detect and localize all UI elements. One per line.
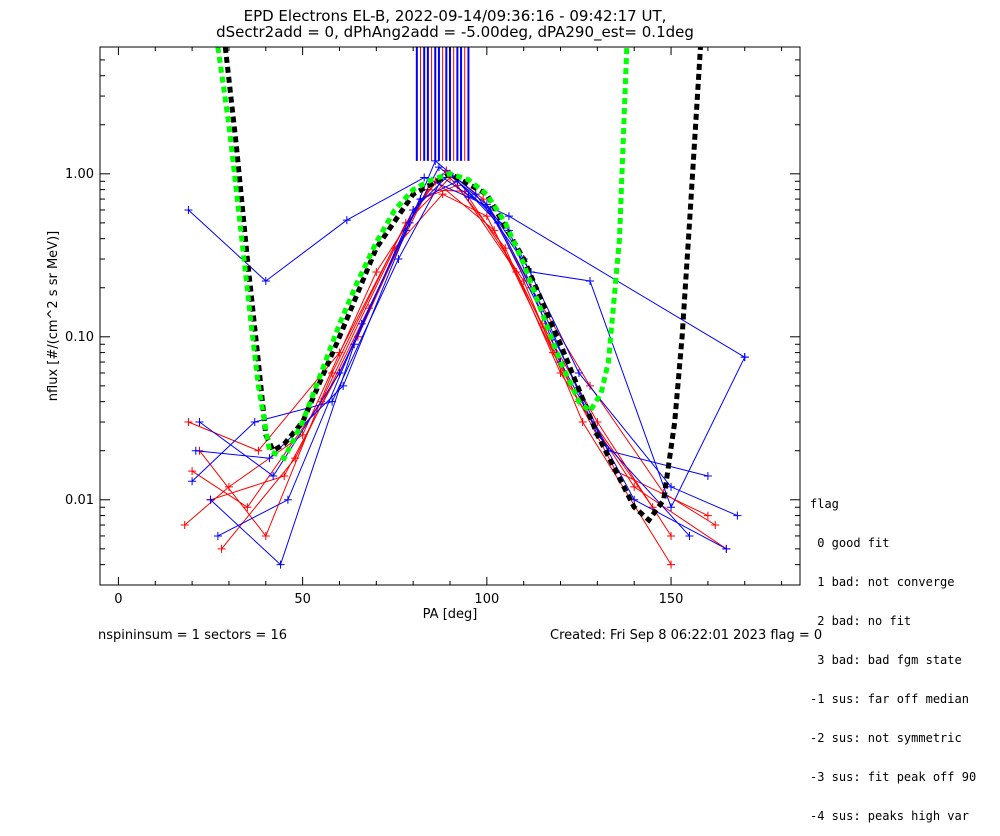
red-series-point (188, 467, 197, 476)
x-tick-label: 0 (114, 592, 122, 607)
x-tick-label: 100 (474, 592, 499, 607)
blue-series-point (471, 190, 480, 199)
red-series-point (586, 381, 594, 390)
flag-legend-item: 0 good fit (810, 536, 890, 550)
blue-series-point (184, 205, 193, 214)
footer-sector-info: nspininsum = 1 sectors = 16 (98, 628, 287, 643)
x-tick-label: 150 (659, 592, 684, 607)
flag-legend: flag 0 good fit 1 bad: not converge 2 ba… (810, 472, 976, 836)
blue-series-point (188, 477, 197, 486)
red-series-point (667, 531, 676, 540)
blue-series-point (667, 482, 676, 491)
blue-series-line (217, 180, 727, 550)
flag-legend-title: flag (810, 497, 839, 511)
red-series-point (184, 418, 193, 427)
blue-series-line (199, 166, 738, 517)
blue-series-point (339, 381, 348, 390)
footer-created-info: Created: Fri Sep 8 06:22:01 2023 flag = … (550, 628, 823, 643)
red-series-point (254, 446, 263, 455)
red-series-point (711, 521, 720, 530)
blue-series-point (431, 156, 440, 165)
red-series-point (217, 544, 226, 553)
red-series-point (438, 190, 447, 199)
red-series-point (280, 471, 289, 480)
red-series-point (482, 212, 491, 221)
fit-curve-black (222, 47, 703, 524)
red-series-point (328, 368, 337, 377)
blue-series-point (269, 471, 278, 480)
flag-legend-item: 1 bad: not converge (810, 575, 955, 589)
red-series-point (224, 482, 233, 491)
blue-series-point (703, 471, 712, 480)
red-series-line (210, 184, 654, 508)
blue-series-point (685, 531, 694, 540)
red-series-point (261, 531, 270, 540)
blue-series-point (357, 319, 366, 328)
red-series-line (191, 193, 672, 537)
blue-series-point (740, 353, 749, 362)
plot-area (180, 47, 749, 569)
flag-legend-item: -4 sus: peaks high var (810, 809, 969, 823)
red-series-point (243, 503, 252, 512)
blue-series-point (261, 276, 270, 285)
blue-series-point (276, 560, 285, 569)
red-series-line (199, 176, 727, 550)
blue-series-point (342, 216, 351, 225)
blue-series-point (405, 218, 414, 227)
blue-series-point (250, 418, 259, 427)
red-series-point (335, 348, 344, 357)
flag-legend-item: 2 bad: no fit (810, 614, 912, 628)
red-series-point (703, 511, 712, 520)
flag-legend-item: 3 bad: bad fgm state (810, 653, 962, 667)
blue-series-point (574, 368, 583, 377)
flag-legend-item: -2 sus: not symmetric (810, 731, 962, 745)
blue-series-line (191, 176, 709, 482)
blue-series-point (191, 446, 200, 455)
red-series-point (372, 267, 381, 276)
axes: 0 50 100 150 0.01 0.10 1.00 (65, 46, 800, 607)
flag-legend-item: -1 sus: far off median (810, 692, 969, 706)
y-tick-label: 1.00 (65, 167, 94, 182)
blue-series-point (206, 495, 215, 504)
red-series-point (578, 418, 587, 427)
y-tick-label: 0.10 (65, 330, 94, 345)
blue-series-point (733, 511, 742, 520)
blue-series-point (265, 454, 274, 463)
chart-title-line2: dSectr2add = 0, dPhAng2add = -5.00deg, d… (216, 23, 694, 41)
y-tick-label: 0.01 (65, 493, 94, 508)
y-axis-label: nflux [#/(cm^2 s sr MeV)] (46, 231, 61, 401)
blue-series-point (667, 503, 676, 512)
pitch-angle-chart: 0 50 100 150 0.01 0.10 1.00 PA [deg] nflux [#/… (46, 46, 801, 622)
red-series-point (630, 482, 639, 491)
blue-series-point (586, 276, 594, 285)
blue-series-point (283, 495, 292, 504)
x-axis-label: PA [deg] (423, 607, 478, 622)
blue-series-line (195, 160, 746, 509)
chart-title-line1: EPD Electrons EL-B, 2022-09-14/09:36:16 … (243, 7, 667, 25)
blue-series-point (722, 544, 731, 553)
blue-series-point (394, 255, 403, 264)
red-series-line (221, 189, 672, 565)
red-series-point (519, 276, 528, 285)
red-series-point (291, 454, 300, 463)
blue-series-point (195, 418, 204, 427)
x-tick-label: 50 (294, 592, 311, 607)
blue-series-point (420, 173, 429, 182)
red-series-point (667, 560, 676, 569)
blue-series-point (213, 531, 222, 540)
blue-series-point (504, 212, 513, 221)
red-series-point (180, 521, 189, 530)
flag-legend-item: -3 sus: fit peak off 90 (810, 770, 977, 784)
blue-series-line (188, 176, 745, 358)
fit-curve-green (215, 47, 630, 462)
